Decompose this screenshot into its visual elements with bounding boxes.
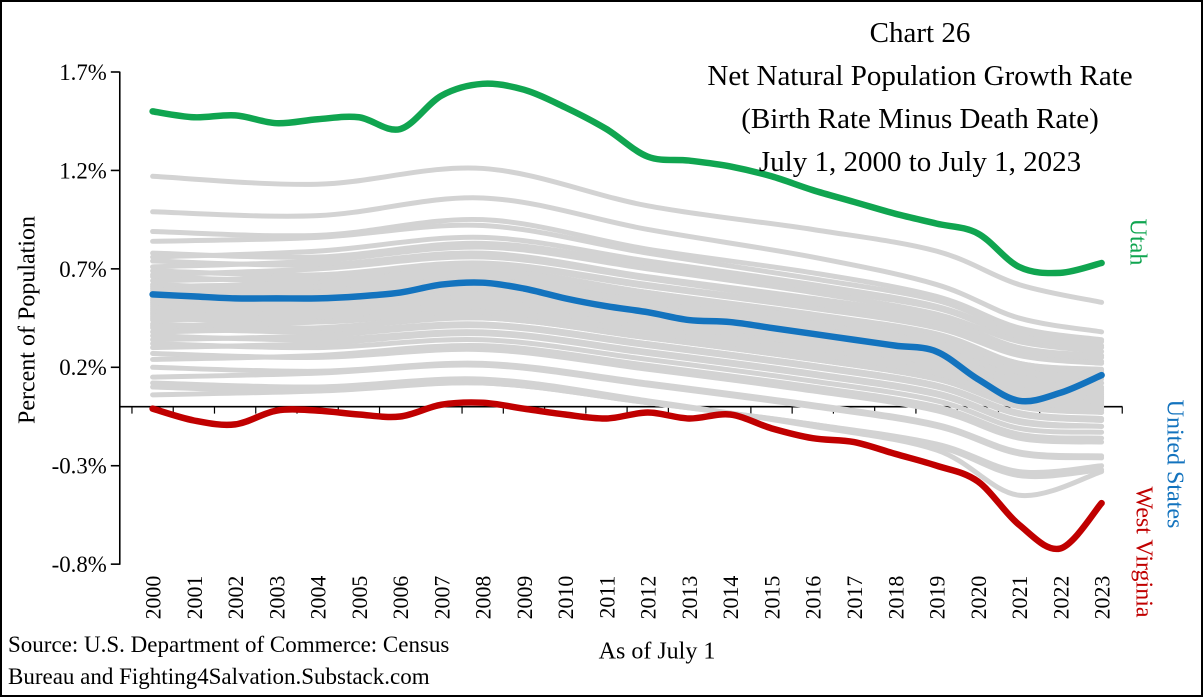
- background-state-line: [150, 315, 1105, 414]
- background-state-line: [150, 336, 1105, 435]
- x-tick-label-year: 2021: [1008, 576, 1032, 620]
- x-tick-label-year: 2018: [884, 576, 908, 620]
- x-tick-label-year: 2003: [265, 576, 289, 620]
- y-axis-title: Percent of Population: [14, 216, 41, 424]
- background-state-line: [150, 380, 1105, 480]
- x-tick-label-year: 2015: [760, 576, 784, 620]
- background-state-line: [150, 244, 1105, 355]
- x-tick-label-year: 2010: [554, 576, 578, 620]
- background-state-line: [150, 234, 1105, 349]
- x-tick-label-year: 2017: [843, 576, 867, 620]
- y-tick-label: -0.3%: [52, 454, 107, 479]
- background-state-line: [150, 254, 1105, 360]
- chart-title-line4: July 1, 2000 to July 1, 2023: [758, 146, 1082, 178]
- x-tick-label-year: 2020: [967, 576, 991, 620]
- series-line-utah: [149, 80, 1105, 277]
- y-tick-label: 1.7%: [59, 60, 107, 85]
- y-tick-label: 1.2%: [59, 158, 107, 183]
- x-tick-label-year: 2006: [389, 576, 413, 620]
- series-line-united-states: [149, 279, 1105, 405]
- background-state-line: [150, 262, 1105, 366]
- y-tick-label: 0.2%: [59, 355, 107, 380]
- x-tick-label-year: 2011: [595, 576, 619, 619]
- x-tick-label-year: 2013: [678, 576, 702, 620]
- background-state-line: [150, 222, 1105, 345]
- background-state-line: [150, 278, 1105, 380]
- x-tick-label-year: 2005: [348, 576, 372, 620]
- background-state-line: [150, 376, 1105, 499]
- y-tick-label: 0.7%: [59, 257, 107, 282]
- x-tick-label-year: 2022: [1049, 576, 1073, 620]
- y-tick-label: -0.8%: [52, 552, 107, 577]
- source-line2: Bureau and Fighting4Salvation.Substack.c…: [8, 664, 430, 689]
- x-axis-title: As of July 1: [598, 638, 716, 665]
- x-tick-label-year: 2007: [430, 576, 454, 620]
- series-label-west-virginia: West Virginia: [1130, 486, 1157, 618]
- x-tick-label-year: 2023: [1091, 576, 1115, 620]
- x-tick-label-year: 2019: [926, 576, 950, 620]
- background-state-line: [150, 331, 1105, 429]
- background-state-line: [150, 165, 1105, 305]
- background-state-line: [150, 323, 1105, 423]
- x-tick-label-year: 2016: [802, 576, 826, 620]
- x-tick-label-year: 2012: [637, 576, 661, 620]
- series-label-utah: Utah: [1124, 218, 1151, 266]
- chart-title: Chart 26 Net Natural Population Growth R…: [707, 12, 1132, 184]
- x-tick-label-year: 2014: [719, 576, 743, 620]
- background-state-line: [150, 272, 1105, 376]
- background-state-line: [150, 309, 1105, 410]
- background-state-line: [150, 295, 1105, 398]
- source-line1: Source: U.S. Department of Commerce: Cen…: [8, 632, 450, 657]
- background-state-line: [150, 342, 1105, 441]
- x-tick-label-year: 2001: [183, 576, 207, 620]
- x-tick-label-year: 2009: [513, 576, 537, 620]
- series-line-west-virginia: [149, 399, 1105, 553]
- source-note: Source: U.S. Department of Commerce: Cen…: [8, 629, 449, 693]
- x-tick-label-year: 2004: [307, 576, 331, 620]
- chart-title-line1: Chart 26: [869, 17, 971, 49]
- x-tick-label-year: 2008: [472, 576, 496, 620]
- x-tick-label-year: 2000: [142, 576, 166, 620]
- chart-title-line3: (Birth Rate Minus Death Rate): [741, 103, 1099, 135]
- chart-title-line2: Net Natural Population Growth Rate: [707, 60, 1133, 92]
- background-state-line: [150, 299, 1105, 402]
- background-state-line: [150, 195, 1105, 335]
- background-state-line: [150, 362, 1105, 461]
- x-tick-label-year: 2002: [224, 576, 248, 620]
- series-label-united-states: United States: [1161, 399, 1188, 529]
